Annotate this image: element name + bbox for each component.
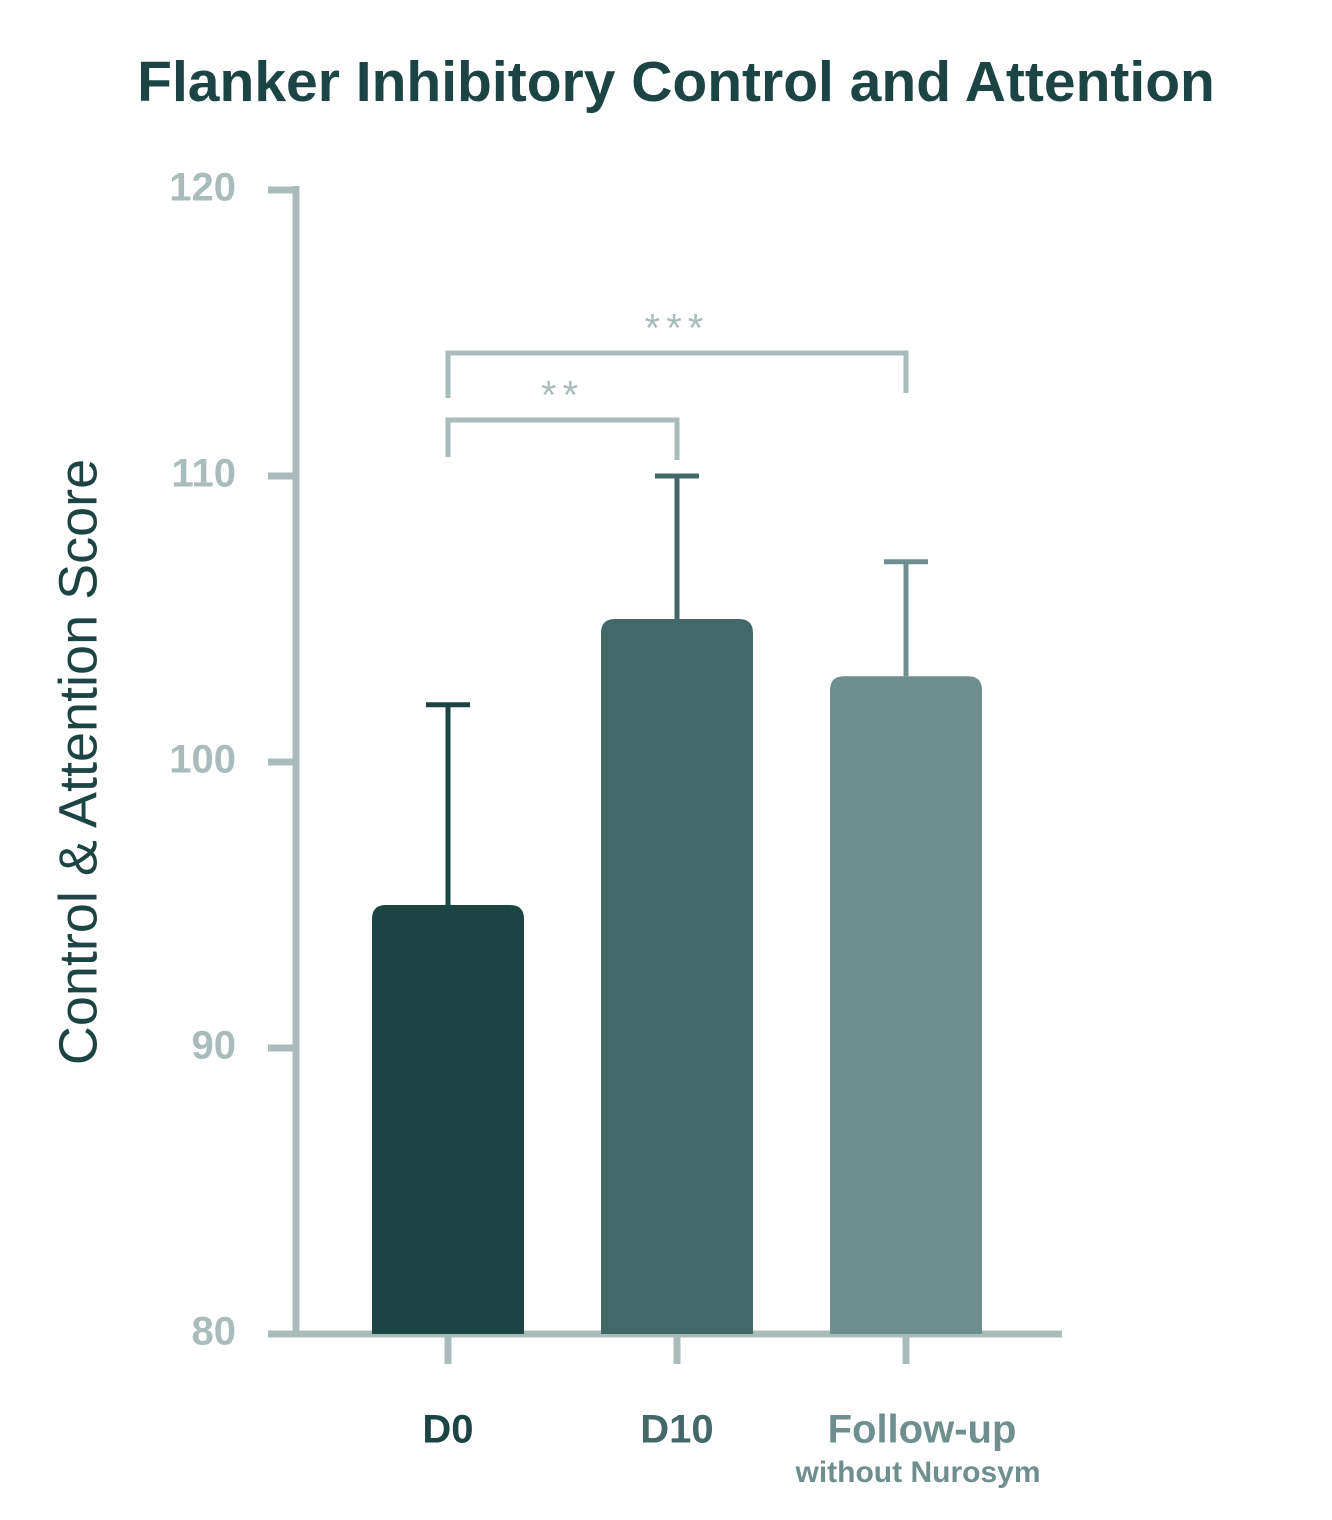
significance-bracket xyxy=(445,350,909,398)
y-tick-label: 110 xyxy=(171,452,236,496)
bar xyxy=(372,905,524,1334)
bar xyxy=(601,619,753,1334)
y-tick-label: 80 xyxy=(192,1310,237,1354)
y-tick-label: 120 xyxy=(169,166,236,210)
x-tick-label: Follow-up xyxy=(828,1408,1017,1452)
x-tick-sublabel: without Nurosym xyxy=(795,1456,1041,1489)
significance-label: *** xyxy=(645,307,710,351)
bar xyxy=(830,676,982,1334)
significance-label: ** xyxy=(541,374,584,418)
y-axis-label: Control & Attention Score xyxy=(48,459,108,1065)
significance-bracket xyxy=(445,417,680,460)
y-tick-label: 90 xyxy=(192,1024,237,1068)
x-tick-label: D10 xyxy=(640,1408,713,1452)
y-tick-label: 100 xyxy=(169,738,236,782)
x-tick-label: D0 xyxy=(422,1408,473,1452)
chart-title: Flanker Inhibitory Control and Attention xyxy=(137,50,1215,114)
